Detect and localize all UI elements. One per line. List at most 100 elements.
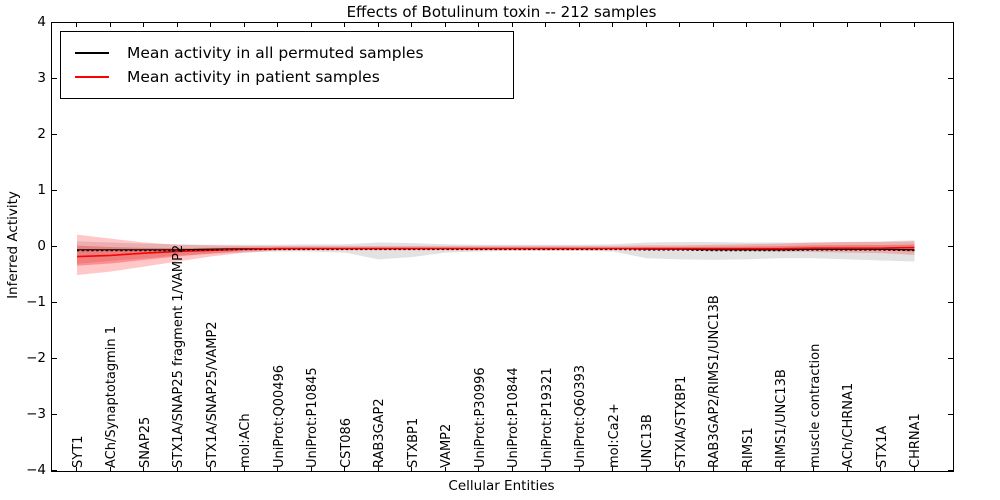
- axis-tick: [746, 467, 747, 471]
- x-tick-label: UniProt:P10844: [506, 367, 521, 468]
- axis-tick: [377, 467, 379, 471]
- x-tick-label: RIMS1: [740, 427, 756, 468]
- axis-tick: [779, 467, 781, 471]
- x-tick-label: SYT1: [70, 435, 86, 468]
- legend-label-patient: Mean activity in patient samples: [127, 68, 380, 86]
- x-tick-label: RAB3GAP2: [372, 398, 387, 468]
- chart-title: Effects of Botulinum toxin -- 212 sample…: [346, 3, 657, 21]
- axis-tick: [52, 78, 57, 79]
- axis-tick: [52, 22, 57, 23]
- axis-tick: [948, 190, 953, 191]
- axis-tick: [52, 414, 57, 415]
- x-tick-label: mol:ACh: [238, 413, 253, 468]
- axis-tick: [880, 467, 881, 471]
- axis-tick: [478, 467, 479, 471]
- axis-tick: [846, 23, 848, 27]
- y-tick-label: −1: [26, 294, 46, 310]
- x-tick-label: RIMS1/UNC13B: [774, 369, 789, 468]
- x-tick-label: ACh/Synaptotagmin 1: [104, 325, 119, 468]
- axis-tick: [813, 23, 814, 27]
- axis-tick: [76, 23, 77, 27]
- legend-item-patient: Mean activity in patient samples: [61, 68, 513, 86]
- axis-tick: [176, 23, 178, 27]
- axis-tick: [277, 467, 278, 471]
- x-tick-label: STXBP1: [405, 417, 421, 468]
- x-tick-label: UniProt:P10845: [305, 367, 320, 468]
- axis-tick: [948, 134, 953, 135]
- axis-tick: [52, 470, 57, 471]
- axis-tick: [948, 246, 953, 247]
- x-tick-label: UNC13B: [640, 414, 655, 468]
- axis-tick: [712, 467, 714, 471]
- x-tick-label: UniProt:Q00496: [271, 364, 287, 468]
- axis-tick: [948, 302, 953, 303]
- y-tick-label: 0: [37, 238, 46, 254]
- axis-tick: [779, 23, 781, 27]
- axis-tick: [645, 23, 647, 27]
- axis-tick: [645, 467, 647, 471]
- axis-tick: [612, 23, 613, 27]
- y-tick-label: 2: [37, 126, 46, 142]
- axis-tick: [411, 23, 412, 27]
- axis-tick: [746, 23, 747, 27]
- patient-line-sample: [75, 76, 109, 78]
- axis-tick: [545, 23, 546, 27]
- axis-tick: [76, 467, 77, 471]
- axis-tick: [310, 467, 312, 471]
- axis-tick: [712, 23, 714, 27]
- axis-tick: [52, 190, 57, 191]
- axis-tick: [52, 134, 57, 135]
- axis-tick: [948, 78, 953, 79]
- y-tick-label: 1: [37, 182, 46, 198]
- axis-tick: [545, 467, 546, 471]
- x-tick-label: STX1A: [874, 425, 890, 468]
- axis-tick: [310, 23, 312, 27]
- x-tick-label: RAB3GAP2/RIMS1/UNC13B: [707, 295, 722, 468]
- permuted-confidence-band: [77, 240, 915, 264]
- axis-tick: [377, 23, 379, 27]
- axis-tick: [277, 23, 278, 27]
- x-tick-label: UniProt:P30996: [472, 367, 488, 468]
- y-tick-label: −2: [26, 350, 46, 366]
- x-tick-label: STX1A/SNAP25 fragment 1/VAMP2: [171, 244, 186, 468]
- axis-tick: [913, 467, 915, 471]
- axis-tick: [143, 23, 144, 27]
- axis-tick: [243, 23, 245, 27]
- axis-tick: [109, 23, 111, 27]
- axis-tick: [578, 23, 580, 27]
- axis-tick: [344, 23, 345, 27]
- y-tick-label: 4: [37, 14, 46, 30]
- x-tick-label: VAMP2: [439, 423, 454, 468]
- y-tick-label: −4: [26, 462, 46, 478]
- axis-tick: [109, 467, 111, 471]
- x-tick-label: CST086: [338, 417, 354, 468]
- x-tick-label: mol:Ca2+: [606, 403, 622, 468]
- x-tick-label: STX1A/SNAP25/VAMP2: [204, 321, 220, 468]
- plot-area: SYT1 ACh/Synaptotagmin 1 SNAP25 STX1A/SNAP2…: [51, 22, 954, 472]
- axis-tick: [679, 467, 680, 471]
- axis-tick: [612, 467, 613, 471]
- permuted-mean-markers: [77, 249, 915, 252]
- x-tick-label: UniProt:P19321: [539, 367, 555, 468]
- x-tick-label: STXIA/STXBP1: [673, 375, 689, 468]
- axis-tick: [52, 358, 57, 359]
- axis-tick: [444, 467, 446, 471]
- x-tick-label: CHRNA1: [908, 413, 923, 468]
- axis-tick: [176, 467, 178, 471]
- axis-tick: [846, 467, 848, 471]
- axis-tick: [679, 23, 680, 27]
- axis-tick: [511, 467, 513, 471]
- axis-tick: [813, 467, 814, 471]
- y-tick-label: −3: [26, 406, 46, 422]
- legend-label-permuted: Mean activity in all permuted samples: [127, 44, 424, 62]
- x-tick-label: SNAP25: [137, 416, 153, 468]
- legend-item-permuted: Mean activity in all permuted samples: [61, 44, 513, 62]
- axis-tick: [948, 414, 953, 415]
- y-axis-title: Inferred Activity: [5, 191, 21, 299]
- axis-tick: [444, 23, 446, 27]
- axis-tick: [210, 23, 211, 27]
- axis-tick: [578, 467, 580, 471]
- axis-tick: [243, 467, 245, 471]
- x-tick-label: UniProt:Q60393: [573, 364, 588, 468]
- x-tick-label: ACh/CHRNA1: [841, 382, 856, 468]
